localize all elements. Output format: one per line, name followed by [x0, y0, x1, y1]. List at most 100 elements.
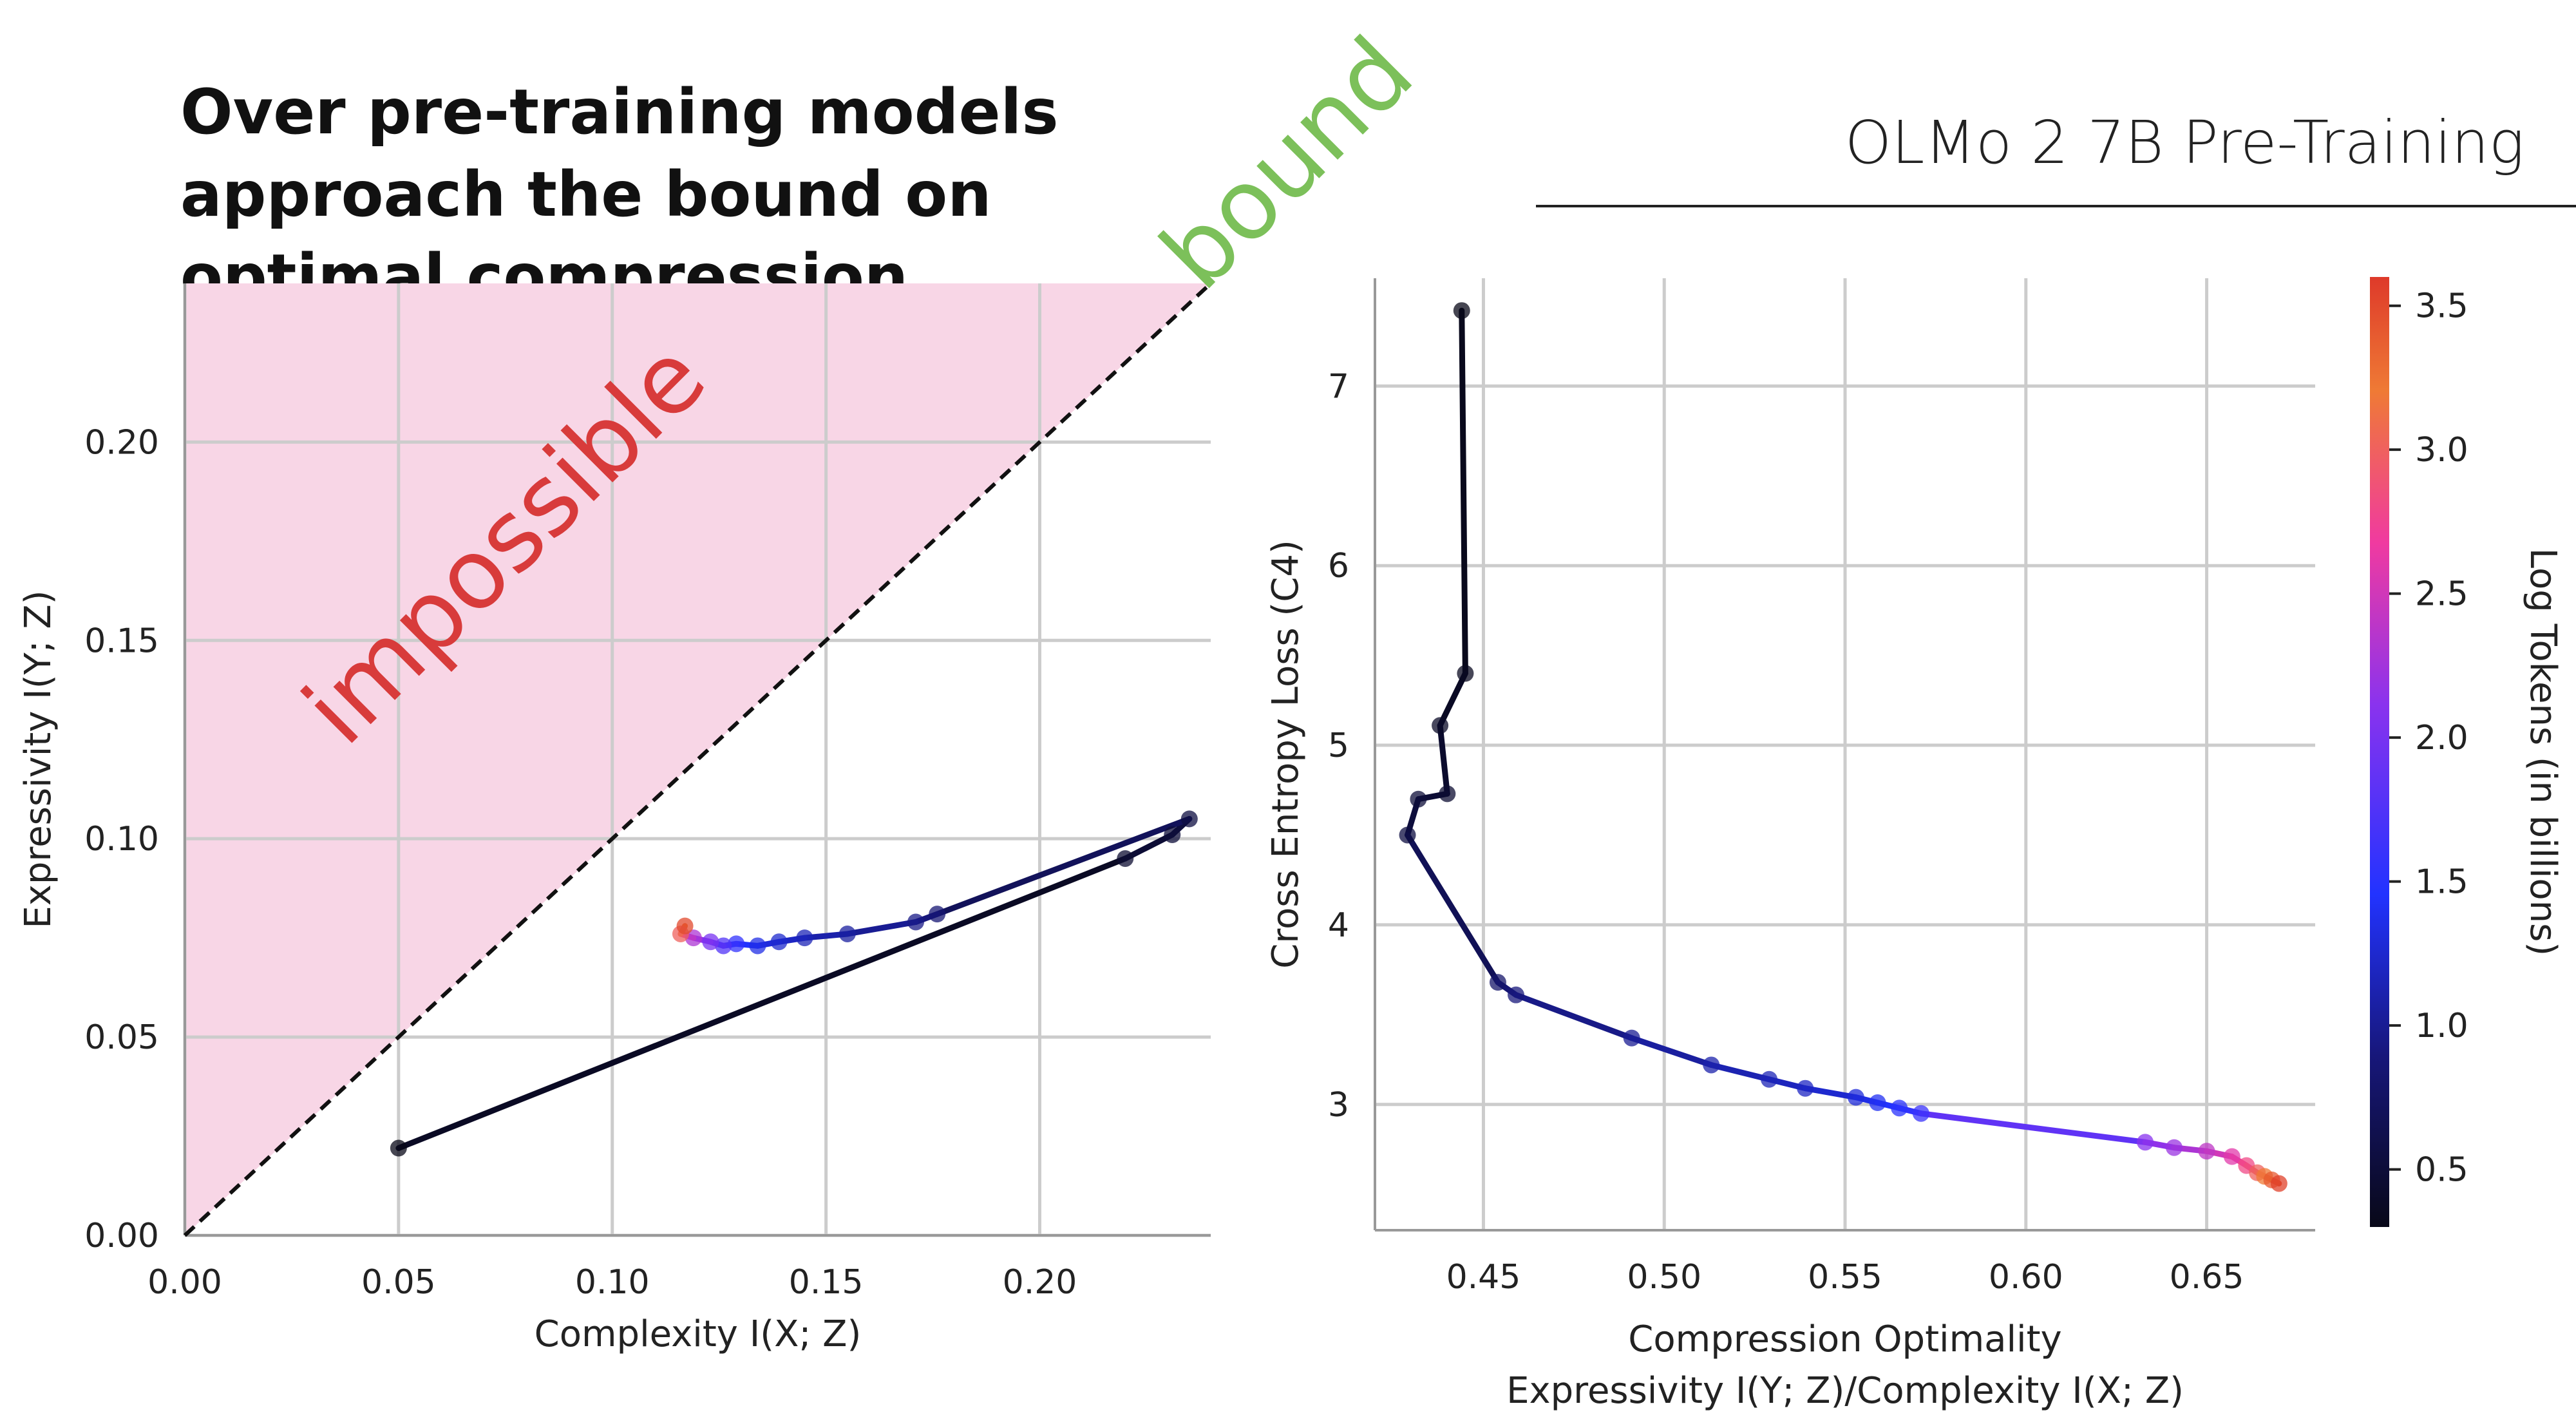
title-rule: [1536, 205, 2576, 207]
data-point: [770, 933, 788, 951]
data-point: [1847, 1089, 1864, 1106]
data-point: [1912, 1105, 1929, 1122]
data-point: [390, 1139, 407, 1157]
data-point: [1453, 302, 1470, 319]
right-x-axis-label-2: Expressivity I(Y; Z)/Complexity I(X; Z): [1506, 1370, 2184, 1412]
colorbar-tick-label: 2.0: [2415, 719, 2468, 757]
right-y-axis-label: Cross Entropy Loss (C4): [1265, 540, 1307, 969]
series-segment: [1437, 670, 1468, 728]
colorbar-tick-label: 2.5: [2415, 575, 2468, 614]
data-point: [1399, 826, 1416, 844]
series-segment: [1459, 307, 1468, 677]
data-point: [1439, 785, 1456, 803]
right-series-line: [1405, 307, 2282, 1186]
x-tick-label: 0.05: [361, 1263, 436, 1302]
right-grid: [1375, 278, 2315, 1230]
x-tick-label: 0.15: [789, 1263, 864, 1302]
data-point: [685, 929, 702, 947]
data-point: [1457, 665, 1474, 682]
data-point: [1761, 1070, 1778, 1088]
y-tick-label: 0.10: [84, 820, 159, 859]
x-tick-label: 0.60: [1989, 1258, 2063, 1297]
bound-line: [183, 281, 1213, 1237]
data-point: [1117, 850, 1134, 867]
series-segment: [934, 815, 1193, 917]
colorbar-ticks: 0.5 1.0 1.5 2.0 2.5 3.0 3.5: [2389, 287, 2468, 1190]
headline: Over pre-training models approach the bo…: [180, 76, 1059, 313]
y-tick-label: 7: [1328, 367, 1349, 406]
left-tick-labels: 0.00 0.05 0.10 0.15 0.20 0.00 0.05 0.10 0.15 0.20: [84, 423, 1077, 1302]
x-tick-label: 0.00: [147, 1263, 222, 1302]
series-segment: [844, 918, 919, 937]
y-tick-label: 0.00: [84, 1217, 159, 1255]
data-point: [2270, 1175, 2287, 1192]
colorbar-tick-label: 3.5: [2415, 287, 2468, 326]
colorbar-label: Log Tokens (in billions): [2522, 548, 2564, 956]
x-tick-label: 0.65: [2170, 1258, 2244, 1297]
y-tick-label: 3: [1328, 1086, 1349, 1125]
left-x-axis-label: Complexity I(X; Z): [535, 1313, 862, 1355]
data-point: [676, 917, 694, 935]
data-point: [1797, 1079, 1814, 1097]
data-point: [1410, 790, 1427, 808]
series-segment: [1918, 1110, 2148, 1145]
data-point: [1489, 974, 1506, 991]
series-segment: [1437, 722, 1450, 797]
data-point: [1869, 1094, 1886, 1112]
data-point: [715, 937, 732, 955]
data-point: [1703, 1056, 1720, 1074]
colorbar: 0.5 1.0 1.5 2.0 2.5 3.0 3.5 Log Tokens (in bil…: [2370, 277, 2564, 1227]
data-point: [702, 933, 719, 951]
colorbar-tick-label: 0.5: [2415, 1151, 2468, 1190]
left-series-points: [390, 810, 1198, 1157]
series-segment: [1122, 832, 1175, 862]
right-chart: 0.45 0.50 0.55 0.60 0.65 3 4 5 6 7 Compression Op…: [1265, 278, 2315, 1412]
y-tick-label: 5: [1328, 727, 1349, 765]
y-tick-label: 0.20: [84, 423, 159, 462]
left-chart: 0.00 0.05 0.10 0.15 0.20 0.00 0.05 0.10 0.15 0.20…: [17, 16, 1434, 1355]
bound-label: bound: [1140, 16, 1434, 310]
y-tick-label: 0.05: [84, 1018, 159, 1057]
data-point: [929, 906, 946, 923]
y-tick-label: 0.15: [84, 622, 159, 660]
data-point: [749, 937, 766, 955]
data-point: [2137, 1134, 2154, 1151]
data-point: [838, 925, 856, 942]
y-tick-label: 4: [1328, 906, 1349, 945]
y-tick-label: 6: [1328, 547, 1349, 585]
data-point: [1164, 826, 1181, 844]
right-series-points: [1399, 302, 2287, 1192]
right-tick-labels: 0.45 0.50 0.55 0.60 0.65 3 4 5 6 7: [1328, 367, 2244, 1297]
colorbar-tick-label: 3.0: [2415, 431, 2468, 470]
x-tick-label: 0.45: [1446, 1258, 1521, 1297]
right-chart-title: OLMo 2 7B Pre-Training: [1844, 108, 2524, 177]
colorbar-gradient: [2370, 277, 2389, 1227]
data-point: [1508, 986, 1524, 1003]
colorbar-tick-label: 1.0: [2415, 1007, 2468, 1045]
data-point: [907, 913, 925, 931]
x-tick-label: 0.55: [1808, 1258, 1882, 1297]
data-point: [1180, 810, 1198, 828]
series-segment: [395, 855, 1128, 1152]
series-segment: [1405, 832, 1501, 985]
series-segment: [1629, 1035, 1714, 1068]
data-point: [1891, 1099, 1908, 1117]
series-segment: [1708, 1061, 1772, 1083]
x-tick-label: 0.50: [1627, 1258, 1701, 1297]
data-point: [1432, 717, 1449, 734]
colorbar-tick-label: 1.5: [2415, 863, 2468, 902]
impossible-region: [185, 283, 1211, 1235]
series-segment: [1802, 1085, 1859, 1101]
right-x-axis-label: Compression Optimality: [1628, 1318, 2061, 1360]
series-segment: [1513, 992, 1635, 1041]
data-point: [1623, 1029, 1640, 1047]
data-point: [2198, 1143, 2215, 1160]
data-point: [2166, 1139, 2183, 1156]
left-y-axis-label: Expressivity I(Y; Z): [17, 590, 59, 928]
data-point: [796, 929, 813, 947]
data-point: [2223, 1148, 2240, 1165]
data-point: [728, 935, 745, 953]
x-tick-label: 0.20: [1003, 1263, 1077, 1302]
x-tick-label: 0.10: [575, 1263, 650, 1302]
